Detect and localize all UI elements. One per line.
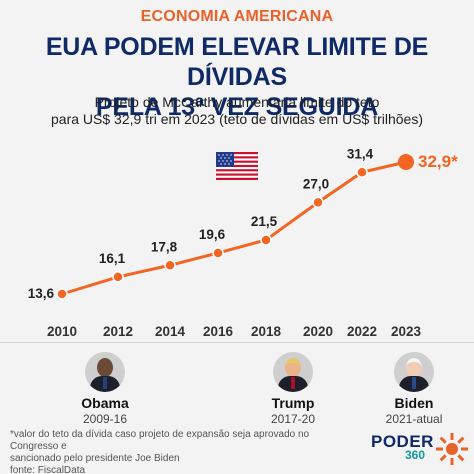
subtitle: Projeto de McCarthy aumentaria limite do… [0, 94, 474, 128]
brand-word: PODER [371, 432, 434, 451]
kicker: ECONOMIA AMERICANA [140, 8, 334, 25]
data-label: 27,0 [303, 176, 329, 191]
president-name: Biden [394, 395, 434, 411]
data-point [212, 247, 224, 259]
data-point [164, 259, 176, 272]
president-term: 2021-atual [385, 412, 443, 426]
poder360-logo: PODER 360 [371, 432, 471, 468]
subtitle-line-1: Projeto de McCarthy aumentaria limite do… [94, 94, 380, 110]
source-note: fonte: FiscalData [10, 465, 86, 474]
data-label: 21,5 [251, 214, 278, 229]
data-label: 17,8 [151, 239, 178, 254]
x-tick-label: 2010 [47, 324, 77, 339]
president-name: Obama [81, 395, 129, 411]
series-line [60, 160, 408, 296]
data-label: 16,1 [99, 251, 126, 266]
data-point [112, 271, 124, 283]
poder360-sun-logo [436, 433, 468, 465]
subtitle-line-2: para US$ 32,9 tri em 2023 (teto de dívid… [51, 111, 423, 127]
data-label: 13,6 [28, 286, 55, 301]
divider [0, 342, 474, 343]
data-label: 32,9* [418, 152, 458, 171]
x-tick-label: 2018 [251, 324, 282, 339]
data-point [312, 196, 324, 209]
footnote-line-2: sancionado pelo presidente Joe Biden [10, 453, 180, 464]
x-tick-label: 2020 [303, 324, 333, 339]
highlight-point [398, 154, 414, 170]
us-flag-icon [216, 152, 258, 180]
president-trump: Trump 2017-20 [233, 352, 353, 426]
data-point [260, 234, 272, 246]
x-tick-label: 2012 [103, 324, 133, 339]
president-biden: Biden 2021-atual [354, 352, 474, 426]
data-point [56, 288, 68, 300]
title-line-2: PELA 13ª VEZ SEGUIDA [95, 93, 379, 121]
footnote: *valor do teto da dívida caso projeto de… [10, 429, 360, 474]
president-term: 2017-20 [270, 412, 316, 426]
obama-portrait [85, 352, 125, 392]
president-term: 2009-16 [82, 412, 128, 426]
data-label: 19,6 [199, 227, 226, 242]
title-line-1: EUA PODEM ELEVAR LIMITE DE DÍVIDAS [45, 33, 429, 91]
data-label: 31,4 [347, 146, 374, 161]
data-point [356, 166, 368, 179]
x-tick-label: 2014 [155, 324, 186, 339]
page-title: EUA PODEM ELEVAR LIMITE DE DÍVIDAS PELA … [0, 32, 474, 122]
x-tick-label: 2016 [203, 324, 234, 339]
x-tick-label: 2022 [347, 324, 377, 339]
footnote-line-1: *valor do teto da dívida caso projeto de… [10, 429, 310, 452]
president-obama: Obama 2009-16 [45, 352, 165, 426]
biden-portrait [394, 352, 434, 392]
brand-sub: 360 [405, 448, 426, 462]
trump-portrait [273, 352, 313, 392]
president-name: Trump [271, 395, 315, 411]
x-tick-label: 2023 [391, 324, 422, 339]
